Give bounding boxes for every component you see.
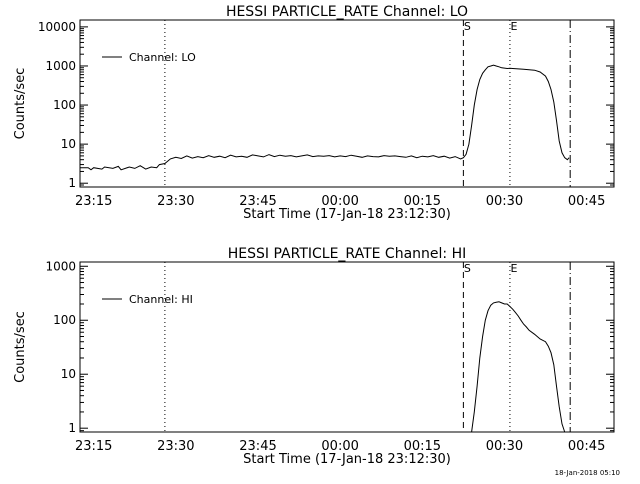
panel1-x-tick-label: 00:15 — [404, 194, 441, 209]
panel2-y-tick-label: 1000 — [45, 259, 76, 273]
panel1-x-tick-label: 23:45 — [239, 194, 276, 209]
panel2-x-tick-label: 23:30 — [157, 439, 194, 454]
panel2-title: HESSI PARTICLE_RATE Channel: HI — [228, 246, 466, 262]
panel2-x-axis-label: Start Time (17-Jan-18 23:12:30) — [243, 452, 451, 467]
panel1-y-tick-label: 1 — [68, 176, 76, 190]
panel1-x-tick-label: 00:30 — [486, 194, 523, 209]
panel1-marker-label: S — [464, 20, 471, 33]
panel2-x-tick-label: 00:00 — [321, 439, 358, 454]
panel1-y-tick-label: 1000 — [45, 59, 76, 73]
panel2-y-tick-label: 10 — [61, 367, 76, 381]
panel1-legend-label: Channel: LO — [129, 51, 196, 64]
panel1-x-tick-label: 23:30 — [157, 194, 194, 209]
panel1-marker-label: E — [510, 20, 517, 33]
panel1-x-tick-label: 00:45 — [568, 194, 605, 209]
panel2-x-tick-label: 23:15 — [75, 439, 112, 454]
panel1-y-tick-label: 10 — [61, 137, 76, 151]
panel1-y-axis-label: Counts/sec — [13, 68, 28, 140]
panel1-title: HESSI PARTICLE_RATE Channel: LO — [226, 4, 468, 20]
panel2-x-tick-label: 00:15 — [404, 439, 441, 454]
panel2-series-line — [471, 301, 566, 433]
footer-timestamp: 18-Jan-2018 05:10 — [554, 469, 620, 477]
panel1-x-tick-label: 23:15 — [75, 194, 112, 209]
panel1-y-tick-label: 100 — [53, 98, 76, 112]
panel1-x-tick-label: 00:00 — [321, 194, 358, 209]
panel1-y-tick-label: 10000 — [38, 20, 76, 34]
panel2-x-tick-label: 00:30 — [486, 439, 523, 454]
panel2-y-tick-label: 1 — [68, 421, 76, 435]
panel1-x-axis-label: Start Time (17-Jan-18 23:12:30) — [243, 207, 451, 222]
panel2-marker-label: E — [510, 262, 517, 275]
panel2-x-tick-label: 00:45 — [568, 439, 605, 454]
panel2-y-axis-label: Counts/sec — [13, 311, 28, 383]
panel2-y-tick-label: 100 — [53, 313, 76, 327]
panel2-x-tick-label: 23:45 — [239, 439, 276, 454]
panel2-marker-label: S — [464, 262, 471, 275]
panel2-legend-label: Channel: HI — [129, 293, 193, 306]
panel1-series-line — [80, 64, 570, 171]
panel1-frame — [79, 19, 615, 188]
panel2-frame — [79, 261, 615, 433]
